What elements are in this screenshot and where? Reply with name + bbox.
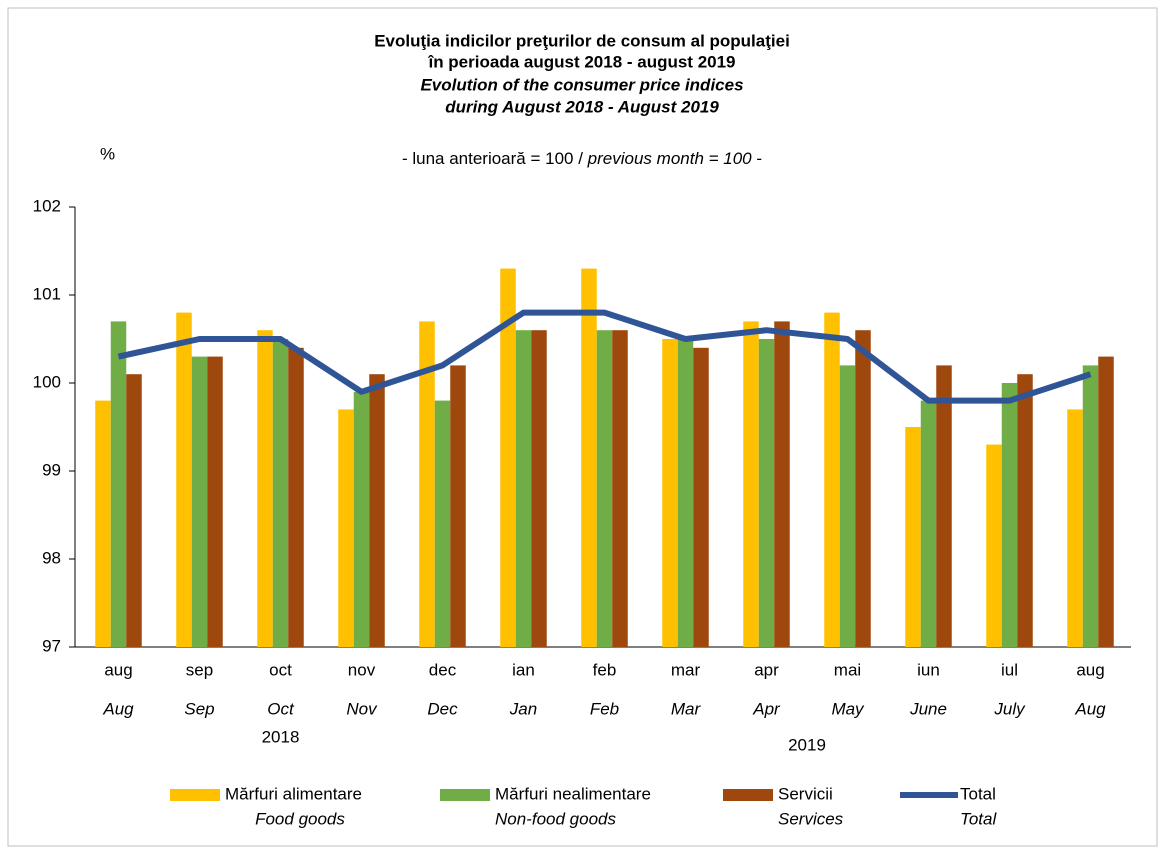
legend-swatch [440,789,490,801]
x-tick-label: apr [754,660,779,679]
bar [1098,356,1114,647]
bar [1067,409,1083,647]
legend-label: Services [778,809,844,828]
bar [288,347,304,647]
bar [743,321,759,647]
x-tick-label: ian [512,660,535,679]
subtitle-part: - [752,149,762,168]
bar [596,330,613,647]
y-tick-label: 100 [33,372,61,391]
bar [758,339,775,647]
bar [1082,365,1099,647]
x-tick-label: feb [593,660,617,679]
line [117,309,1092,404]
bar [936,365,952,647]
bar [272,339,289,647]
bar [581,268,597,647]
x-tick-label: Feb [590,699,619,718]
chart-title: Evoluţia indicilor preţurilor de consum … [374,31,790,50]
bar [677,339,694,647]
bar [419,321,435,647]
x-tick-label: mar [671,660,701,679]
y-tick-label: 98 [42,548,61,567]
bar [693,347,709,647]
subtitle-part: previous month = 100 [587,149,753,168]
bar [515,330,532,647]
y-tick-label: 97 [42,636,61,655]
legend-label: Non-food goods [495,809,616,828]
bar [1001,383,1018,647]
x-tick-label: dec [429,660,457,679]
x-tick-label: Aug [1074,699,1106,718]
x-tick-label: Aug [102,699,134,718]
bar [450,365,466,647]
bar [612,330,628,647]
subtitle: - luna anterioară = 100 / previous month… [402,149,762,168]
legend-swatch [170,789,220,801]
bar [774,321,790,647]
bar [95,400,111,647]
bar [353,391,370,647]
bar [905,427,921,647]
legend-label: Servicii [778,784,833,803]
y-tick-label: 101 [33,284,61,303]
x-tick-label: oct [269,660,292,679]
bar [531,330,547,647]
x-tick-label: Sep [184,699,214,718]
bar [855,330,871,647]
x-tick-label: May [831,699,865,718]
x-tick-label: aug [1076,660,1104,679]
bar [920,400,937,647]
x-tick-label: iul [1001,660,1018,679]
bar [434,400,451,647]
x-tick-label: Nov [346,699,378,718]
legend-label: Food goods [255,809,345,828]
x-tick-label: July [993,699,1026,718]
x-tick-label: nov [348,660,376,679]
x-tick-label: Oct [267,699,295,718]
chart-title: during August 2018 - August 2019 [445,97,719,116]
legend-swatch [723,789,773,801]
legend-label: Mărfuri alimentare [225,784,362,803]
subtitle-part: - luna anterioară = 100 / [402,149,588,168]
bar [500,268,516,647]
legend-label: Total [960,784,996,803]
bar [986,444,1002,647]
y-tick-label: 102 [33,196,61,215]
bar [369,374,385,647]
legend-label: Mărfuri nealimentare [495,784,651,803]
bar [257,330,273,647]
x-tick-label: iun [917,660,940,679]
x-tick-label: Apr [752,699,781,718]
bar [824,312,840,647]
legend-label: Total [960,809,997,828]
bar [207,356,223,647]
x-tick-label: Mar [671,699,702,718]
chart-title: Evolution of the consumer price indices [420,75,743,94]
bar [662,339,678,647]
bar [1017,374,1033,647]
x-tick-label: June [909,699,947,718]
bar [126,374,142,647]
year-label: 2018 [262,727,300,746]
x-tick-label: mai [834,660,861,679]
x-tick-label: Jan [509,699,537,718]
bar [338,409,354,647]
y-axis-label: % [100,144,115,163]
bar [110,321,127,647]
x-tick-label: Dec [427,699,458,718]
y-tick-label: 99 [42,460,61,479]
bar [176,312,192,647]
year-label: 2019 [788,735,826,754]
chart-title: în perioada august 2018 - august 2019 [427,52,735,71]
bar [839,365,856,647]
bar [191,356,208,647]
x-tick-label: sep [186,660,213,679]
x-tick-label: aug [104,660,132,679]
